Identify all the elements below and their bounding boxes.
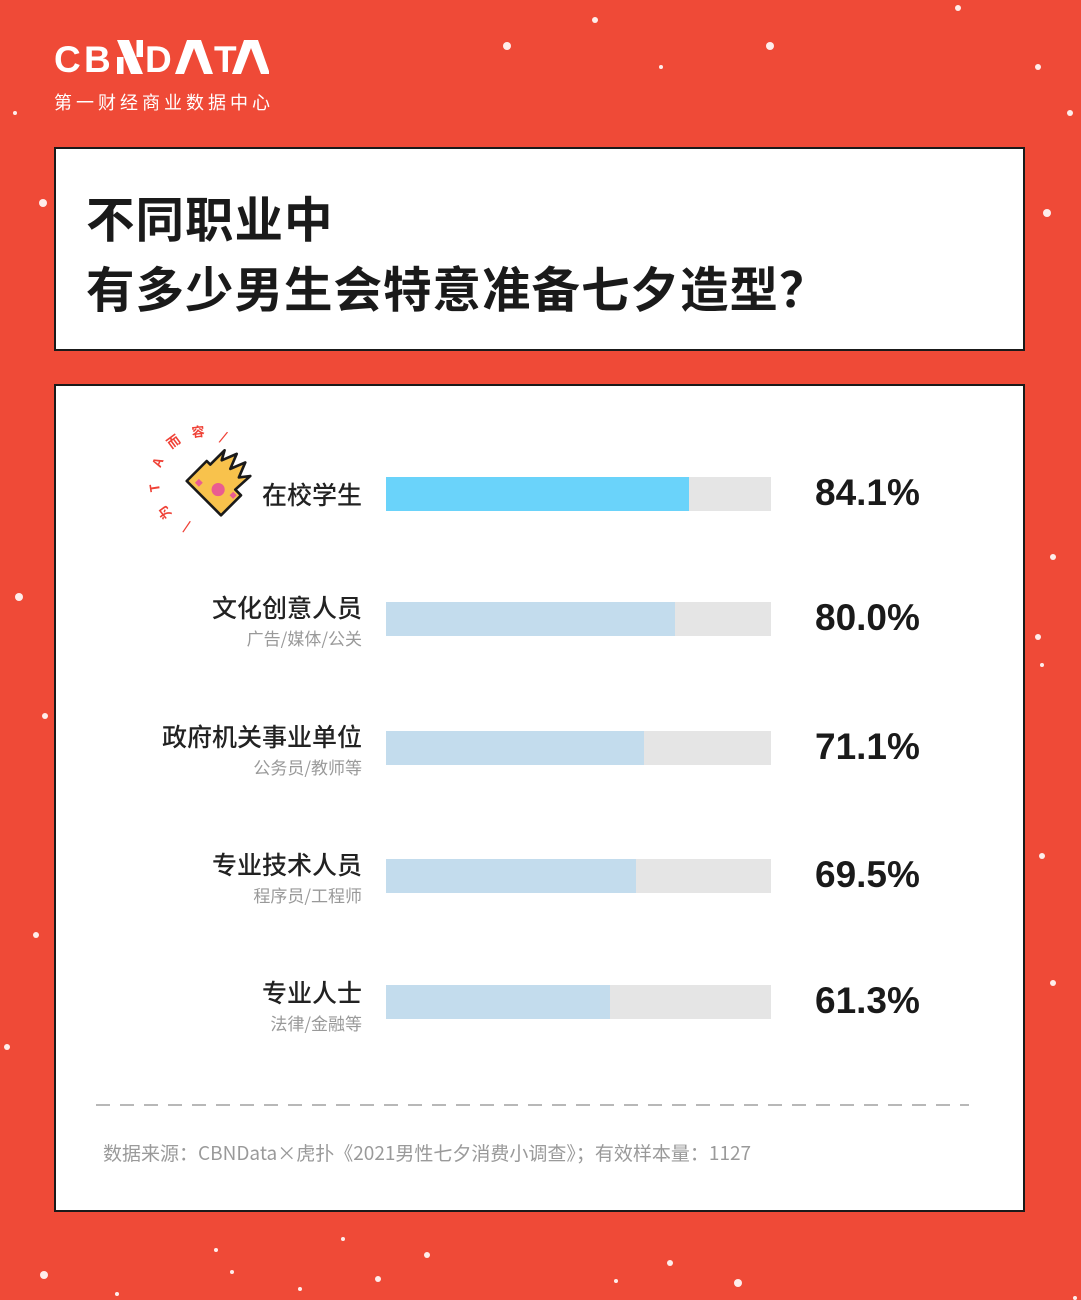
svg-text:C: C <box>54 40 81 80</box>
svg-text:D: D <box>145 40 172 80</box>
svg-text:B: B <box>84 40 111 80</box>
